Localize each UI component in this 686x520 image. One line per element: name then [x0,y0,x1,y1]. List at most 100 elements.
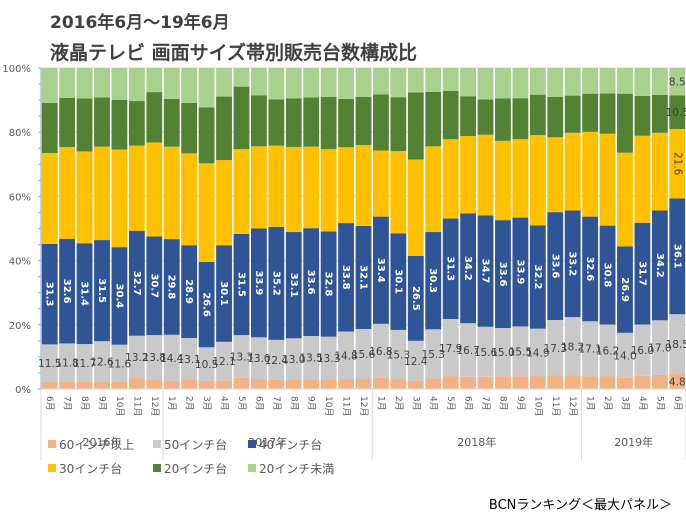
bar-segment [338,68,354,99]
legend-swatch [248,440,256,448]
bar-segment [128,101,145,146]
bar-segment [198,68,215,108]
bar-segment [529,376,546,389]
bar-segment [41,102,58,154]
bar-segment [163,380,180,389]
data-label: 12.4 [404,356,428,368]
bar-segment [529,135,546,226]
bar-segment [529,68,546,95]
bar-segment [442,376,459,389]
bar-segment [181,337,198,381]
bar-segment [617,377,633,389]
bar-segment [320,96,337,150]
bar-segment [477,215,494,327]
bar-segment [181,68,198,103]
bar-segment [390,379,407,389]
bar-segment [669,373,686,389]
bar-segment [216,96,232,161]
x-tick-label: 9月 [97,396,108,411]
bar-segment [233,377,250,389]
data-label: 30.4 [113,284,124,309]
bar-segment [181,153,198,246]
bar-segment [547,96,564,138]
bar-segment [76,344,93,382]
bar-segment [651,132,668,211]
bar-segment [582,216,599,322]
data-label: 33.2 [567,251,578,276]
bar-segment [477,376,494,389]
data-label: 32.8 [323,272,334,297]
bar-segment [599,225,616,325]
data-label: 26.5 [410,286,421,311]
bar-segment [512,376,529,389]
data-label: 32.1 [358,265,369,290]
x-tick-label: 12月 [358,396,369,416]
x-tick-label: 8月 [497,396,508,411]
bar-segment [512,217,529,327]
data-label: 12.6 [90,356,114,368]
bar-segment [59,238,76,344]
data-label: 12.4 [265,355,289,367]
bar-segment [599,68,616,94]
bar-segment [303,228,320,337]
y-tick-label: 40% [9,257,31,268]
bar-segment [198,380,215,389]
bar-segment [442,319,459,377]
bar-segment [233,68,250,87]
bar-segment [617,246,633,333]
bar-segment [250,379,267,389]
data-label: 18.2 [561,341,584,353]
bar-segment [617,152,633,247]
data-label: 16.0 [631,345,654,357]
data-label: 33.1 [288,273,299,298]
bar-segment [373,94,389,151]
bar-segment [634,222,651,325]
data-label: 21.6 [671,152,683,176]
bar-segment [268,145,285,227]
bar-segment [547,212,564,320]
bar-segment [233,335,250,378]
x-tick-label: 6月 [253,396,264,411]
bar-segment [582,68,599,94]
bar-segment [512,68,529,99]
bar-segment [634,324,651,376]
legend-item-50s: 50インチ台 [153,436,248,453]
legend-item-20s: 20インチ台 [153,460,248,477]
x-tick-label: 3月 [619,396,630,411]
data-label: 16.2 [596,345,619,357]
bar-segment [547,319,564,376]
bar-segment [128,68,145,102]
bar-segment [233,86,250,150]
source-credit: BCNランキング＜最大パネル＞ [488,498,672,513]
bar-segment [564,95,581,133]
bar-segment [338,98,354,148]
data-label: 30.3 [427,268,438,293]
legend-label: 40インチ台 [259,437,323,452]
bar-segment [268,339,285,380]
bar-segment [128,335,145,379]
bar-segment [355,68,372,97]
data-label: 34.2 [654,253,665,278]
bar-segment [59,97,76,147]
bar-segment [512,98,529,140]
bar-segment [111,68,128,100]
bar-segment [529,328,546,377]
bar-segment [634,375,651,389]
data-label: 17.1 [578,344,601,356]
bar-segment [390,68,407,98]
bar-segment [669,314,686,374]
bar-segment [582,131,599,217]
bar-segment [651,68,668,95]
bar-segment [163,334,180,381]
bar-segment [94,240,110,342]
bar-segment [303,336,320,380]
bar-segment [460,96,477,137]
bar-segment [651,374,668,389]
data-label: 31.5 [235,272,246,297]
bar-segment [250,68,267,96]
bar-segment [651,210,668,321]
x-tick-label: 2月 [393,396,404,411]
bar-segment [59,343,76,382]
bar-segment [407,68,424,93]
bar-segment [425,329,442,379]
